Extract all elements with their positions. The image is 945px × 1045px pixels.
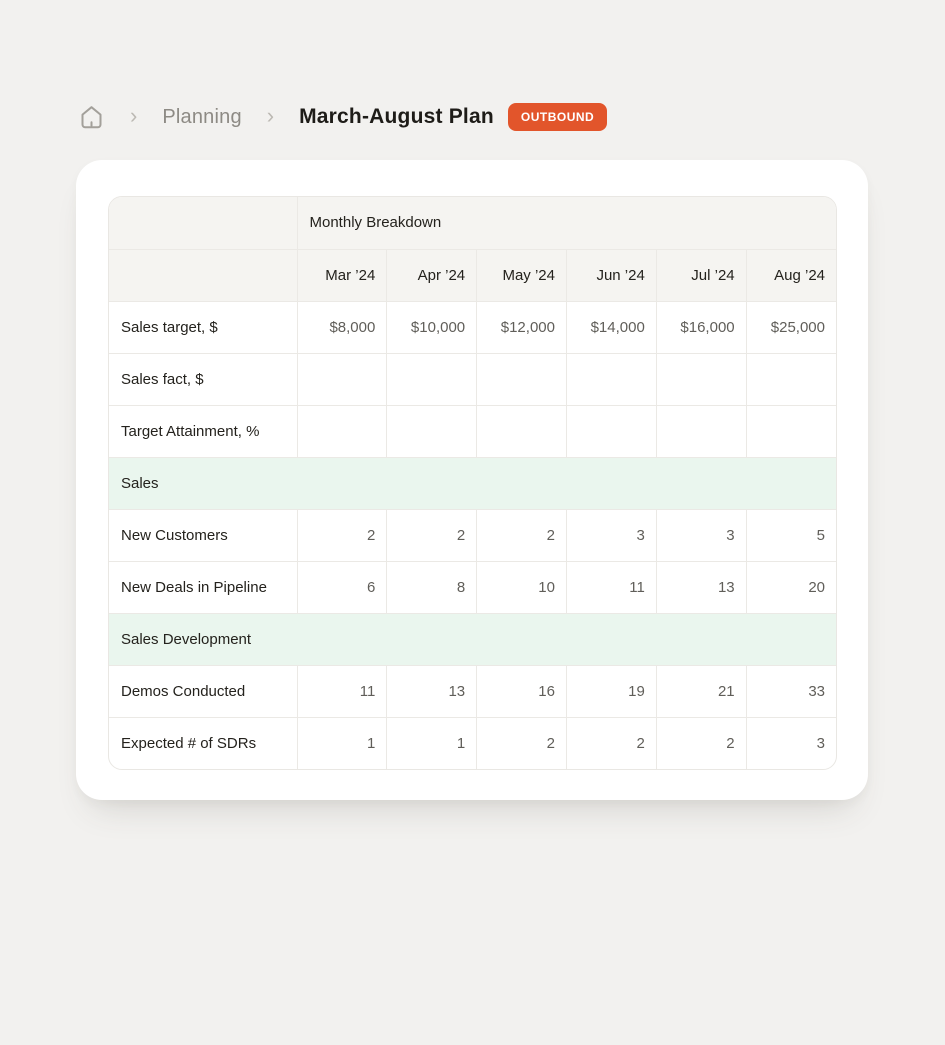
- section-label: Sales Development: [109, 613, 836, 666]
- value-cell[interactable]: 11: [297, 665, 388, 718]
- value-cell[interactable]: [386, 353, 478, 406]
- breadcrumb-item-planning[interactable]: Planning: [162, 105, 242, 128]
- table-row: Target Attainment, %: [109, 405, 836, 458]
- section-row: Sales: [109, 457, 836, 510]
- row-label: Demos Conducted: [109, 665, 298, 718]
- value-cell[interactable]: [656, 405, 747, 458]
- table-body: Sales target, $ $8,000 $10,000 $12,000 $14,0…: [109, 301, 836, 769]
- row-label: Sales fact, $: [109, 353, 298, 406]
- column-header-jun: Jun ’24: [566, 249, 657, 302]
- value-cell[interactable]: 33: [746, 665, 836, 718]
- value-cell[interactable]: [746, 405, 836, 458]
- value-cell[interactable]: [297, 353, 388, 406]
- value-cell[interactable]: 21: [656, 665, 747, 718]
- value-cell[interactable]: 13: [656, 561, 747, 614]
- value-cell[interactable]: [476, 353, 567, 406]
- value-cell[interactable]: [297, 405, 388, 458]
- chevron-right-icon: ›: [130, 103, 138, 128]
- column-header-may: May ’24: [476, 249, 567, 302]
- column-header-apr: Apr ’24: [386, 249, 478, 302]
- home-icon[interactable]: [78, 103, 105, 131]
- value-cell[interactable]: 3: [566, 509, 657, 562]
- value-cell[interactable]: $12,000: [476, 301, 567, 354]
- value-cell[interactable]: $10,000: [386, 301, 478, 354]
- value-cell[interactable]: 3: [816, 734, 825, 752]
- row-label: New Customers: [109, 509, 298, 562]
- value-cell[interactable]: $8,000: [297, 301, 388, 354]
- breadcrumb: › Planning › March-August Plan OUTBOUND: [78, 100, 945, 134]
- value-cell[interactable]: $25,000: [746, 301, 836, 354]
- value-cell[interactable]: 5: [746, 509, 836, 562]
- table-row: Sales target, $ $8,000 $10,000 $12,000 $14,0…: [109, 301, 836, 354]
- outbound-badge: OUTBOUND: [507, 103, 608, 131]
- table-row: New Deals in Pipeline 6 8 10 11 13 20: [109, 561, 836, 614]
- table-row: New Customers 2 2 2 3 3 5: [109, 509, 836, 562]
- corner-cell: [109, 197, 298, 250]
- value-cell[interactable]: 19: [566, 665, 657, 718]
- value-cell[interactable]: 2: [476, 717, 567, 769]
- value-cell[interactable]: [386, 405, 478, 458]
- table-row: Sales fact, $: [109, 353, 836, 406]
- plan-table: Monthly Breakdown Mar ’24 Apr ’24 May ’2…: [108, 196, 837, 770]
- section-row: Sales Development: [109, 613, 836, 666]
- page-title: March-August Plan: [299, 105, 494, 128]
- chevron-right-icon: ›: [266, 103, 275, 128]
- value-cell[interactable]: 3: [656, 509, 747, 562]
- column-header-aug: Aug ’24: [746, 249, 836, 302]
- value-cell[interactable]: 2: [566, 717, 657, 769]
- group-header: Monthly Breakdown: [297, 197, 836, 250]
- month-header-row: Mar ’24 Apr ’24 May ’24 Jun ’24 Jul ’24 …: [109, 249, 836, 302]
- table-row: Expected # of SDRs 1 1 2 2 2 3: [109, 717, 836, 769]
- column-header-mar: Mar ’24: [297, 249, 388, 302]
- value-cell[interactable]: 1: [297, 717, 388, 769]
- row-label: Target Attainment, %: [109, 405, 298, 458]
- value-cell[interactable]: 20: [746, 561, 836, 614]
- value-cell[interactable]: [656, 353, 747, 406]
- group-header-row: Monthly Breakdown: [109, 197, 836, 250]
- value-cell[interactable]: 6: [297, 561, 388, 614]
- value-cell[interactable]: 10: [476, 561, 567, 614]
- value-cell[interactable]: 1: [386, 717, 478, 769]
- value-cell[interactable]: $16,000: [656, 301, 747, 354]
- table-row: Demos Conducted 11 13 16 19 21 33: [109, 665, 836, 718]
- value-cell[interactable]: [566, 353, 657, 406]
- value-cell[interactable]: [566, 405, 657, 458]
- plan-card: Monthly Breakdown Mar ’24 Apr ’24 May ’2…: [76, 160, 868, 800]
- row-label: Sales target, $: [109, 301, 298, 354]
- value-cell[interactable]: 16: [476, 665, 567, 718]
- value-cell[interactable]: 8: [386, 561, 478, 614]
- section-label: Sales: [109, 457, 836, 510]
- row-label: Expected # of SDRs: [109, 717, 298, 769]
- value-cell[interactable]: [746, 353, 836, 406]
- value-cell[interactable]: 2: [476, 509, 567, 562]
- column-header-jul: Jul ’24: [656, 249, 747, 302]
- corner-cell: [109, 249, 298, 302]
- value-cell[interactable]: 2: [297, 509, 388, 562]
- value-cell[interactable]: 2: [656, 717, 747, 769]
- value-cell[interactable]: $14,000: [566, 301, 657, 354]
- row-label: New Deals in Pipeline: [109, 561, 298, 614]
- value-cell[interactable]: 11: [566, 561, 657, 614]
- value-cell[interactable]: 13: [386, 665, 478, 718]
- value-cell[interactable]: [476, 405, 567, 458]
- value-cell[interactable]: 2: [386, 509, 478, 562]
